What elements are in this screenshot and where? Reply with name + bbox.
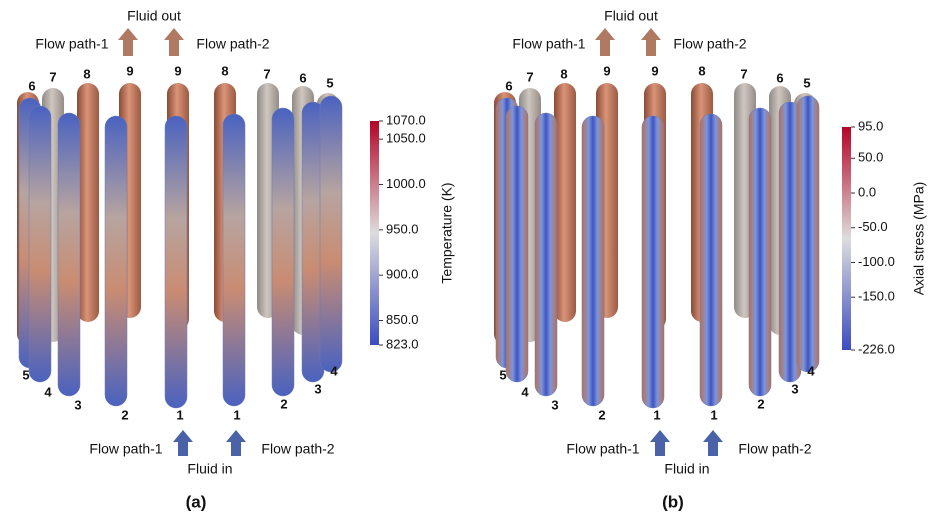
tube-number: 4 [521, 384, 529, 399]
front-tube [581, 115, 605, 407]
colorbar [370, 121, 379, 345]
tube-number: 9 [651, 63, 658, 78]
tube-number: 9 [126, 63, 133, 78]
tick-label: 1070.0 [386, 112, 426, 127]
colorbar-title: Axial stress (MPa) [911, 182, 927, 296]
tube-number: 8 [83, 66, 90, 81]
arrow [703, 430, 723, 456]
front-tube [164, 115, 188, 409]
tube-number: 7 [263, 66, 270, 81]
tick-label: 0.0 [858, 184, 876, 199]
tick-label: 50.0 [858, 150, 883, 165]
tube-number: 5 [22, 367, 29, 382]
arrow [226, 430, 246, 456]
tube-number: 2 [280, 396, 287, 411]
tube-number: 3 [314, 381, 321, 396]
tube-number: 2 [121, 407, 128, 422]
front-tube [271, 107, 295, 397]
label: Flow path-2 [261, 441, 334, 457]
tube-number: 6 [505, 78, 512, 93]
tick-label: -150.0 [858, 289, 895, 304]
tube-number: 2 [598, 407, 605, 422]
front-tube [699, 113, 723, 407]
tube-number: 1 [233, 407, 240, 422]
colorbar [842, 127, 851, 350]
label: Fluid in [187, 461, 232, 477]
arrow [118, 28, 138, 56]
tick-label: -100.0 [858, 254, 895, 269]
front-tube [748, 107, 772, 397]
tube-number: 1 [653, 407, 660, 422]
front-tube [641, 115, 665, 409]
tube-number: 8 [221, 63, 228, 78]
label: Flow path-2 [738, 441, 811, 457]
label: Fluid out [127, 8, 181, 24]
front-tube [104, 115, 128, 407]
tick-label: -50.0 [858, 219, 888, 234]
tube-number: 5 [326, 75, 333, 90]
front-tube [319, 95, 343, 373]
tube-number: 1 [710, 407, 717, 422]
tube-number: 3 [791, 381, 798, 396]
tube-number: 6 [776, 70, 783, 85]
panel-label: (a) [186, 492, 207, 511]
tube-number: 4 [44, 384, 52, 399]
arrow [650, 430, 670, 456]
front-tube [796, 95, 820, 373]
tube-number: 2 [757, 396, 764, 411]
back-tube [77, 83, 99, 322]
label: Flow path-2 [673, 36, 746, 52]
tube-number: 4 [330, 363, 338, 378]
tick-label: 1050.0 [386, 131, 426, 146]
tube-number: 5 [803, 75, 810, 90]
tube-number: 7 [49, 69, 56, 84]
tube-number: 1 [176, 407, 183, 422]
panel-label: (b) [662, 492, 684, 511]
tick-label: -226.0 [858, 341, 895, 356]
tube-number: 5 [499, 367, 506, 382]
tube-number: 9 [174, 63, 181, 78]
front-tube [222, 113, 246, 407]
tick-label: 1000.0 [386, 176, 426, 191]
front-tube [28, 105, 52, 383]
tube-number: 3 [74, 397, 81, 412]
tube-number: 4 [807, 363, 815, 378]
label: Flow path-1 [512, 36, 585, 52]
label: Fluid in [664, 461, 709, 477]
front-tube [534, 112, 558, 397]
tube-number: 8 [560, 66, 567, 81]
colorbar-title: Temperature (K) [439, 182, 455, 283]
tube-number: 6 [28, 78, 35, 93]
arrow [641, 28, 661, 56]
label: Flow path-1 [89, 441, 162, 457]
label: Fluid out [604, 8, 658, 24]
tube-number: 7 [740, 66, 747, 81]
tick-label: 95.0 [858, 118, 883, 133]
front-tube [505, 105, 529, 383]
tube-number: 8 [698, 63, 705, 78]
tick-label: 850.0 [386, 312, 419, 327]
label: Flow path-2 [196, 36, 269, 52]
front-tube [57, 112, 81, 397]
tube-number: 9 [603, 63, 610, 78]
arrow [164, 28, 184, 56]
tube-number: 7 [526, 69, 533, 84]
tube-number: 3 [551, 397, 558, 412]
tick-label: 950.0 [386, 221, 419, 236]
back-tube [554, 83, 576, 322]
label: Flow path-1 [566, 441, 639, 457]
tick-label: 900.0 [386, 267, 419, 282]
arrow [595, 28, 615, 56]
arrow [173, 430, 193, 456]
label: Flow path-1 [35, 36, 108, 52]
tube-number: 6 [299, 70, 306, 85]
tick-label: 823.0 [386, 336, 419, 351]
